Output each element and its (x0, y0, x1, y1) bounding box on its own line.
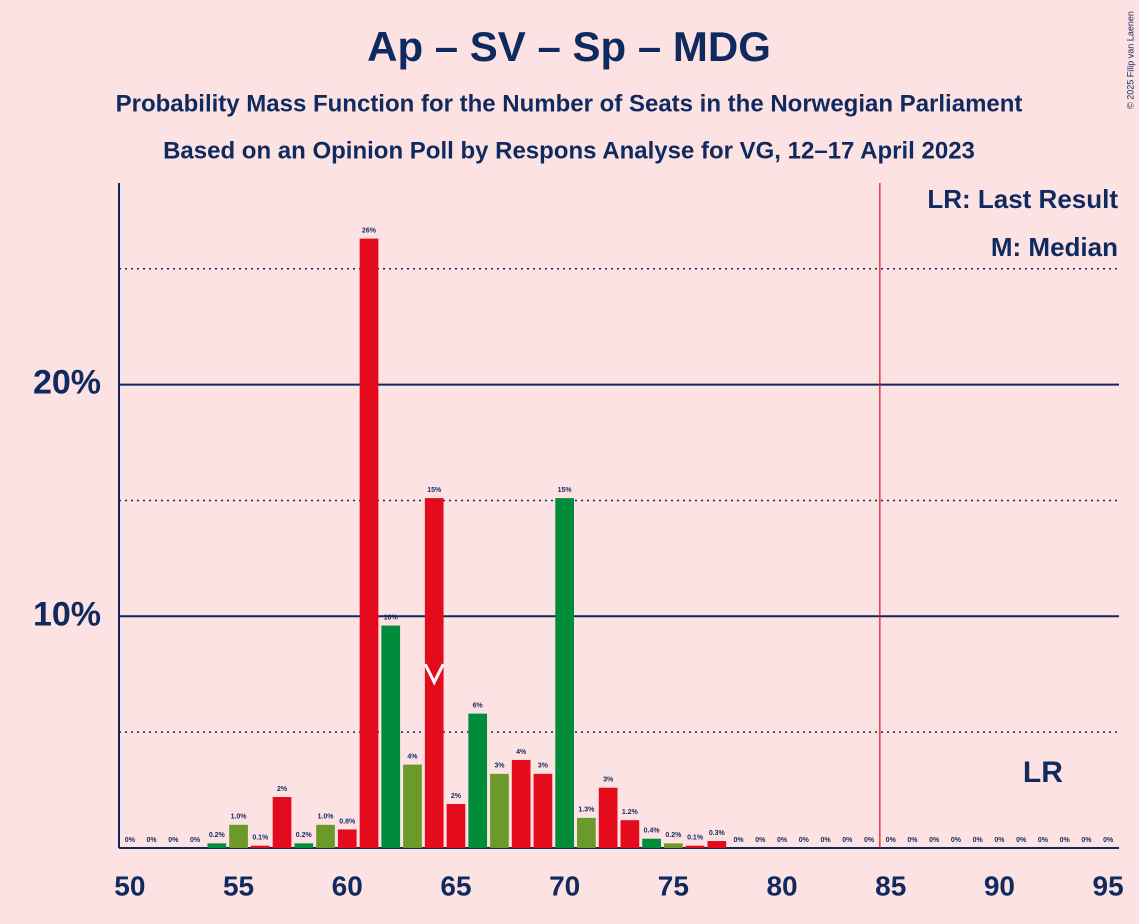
bar (250, 845, 270, 848)
bar (598, 787, 618, 848)
value-label: 0% (125, 837, 136, 844)
x-tick-label: 70 (549, 870, 580, 901)
value-label: 0.1% (687, 835, 704, 842)
value-label: 0% (864, 837, 875, 844)
copyright: © 2025 Filip van Laenen (1125, 11, 1135, 109)
value-label: 10% (384, 614, 399, 621)
bar (577, 817, 596, 848)
y-tick-label: 20% (33, 364, 101, 402)
value-label: 0% (1081, 837, 1092, 844)
bar (229, 824, 248, 848)
value-label: 0% (1038, 837, 1049, 844)
bar (642, 838, 661, 848)
value-label: 0.3% (709, 830, 726, 837)
bar (446, 803, 466, 848)
bar (381, 625, 401, 848)
median-marker (423, 663, 445, 686)
bar (620, 820, 640, 848)
x-tick-label: 85 (875, 870, 906, 901)
value-label: 26% (362, 227, 377, 234)
x-tick-label: 95 (1093, 870, 1124, 901)
value-label: 1.0% (231, 814, 248, 821)
value-label: 15% (558, 487, 573, 494)
value-label: 4% (407, 753, 418, 760)
value-label: 0% (929, 837, 940, 844)
x-tick-label: 80 (766, 870, 797, 901)
bar (468, 713, 488, 848)
value-label: 0% (951, 837, 962, 844)
bar (685, 845, 705, 848)
value-label: 0% (886, 837, 897, 844)
value-label: 0% (820, 837, 831, 844)
bar (272, 797, 292, 848)
x-tick-label: 75 (658, 870, 689, 901)
value-label: 0% (799, 837, 810, 844)
value-label: 0% (994, 837, 1005, 844)
value-label: 0.2% (209, 832, 226, 839)
chart-title: Ap – SV – Sp – MDG (367, 23, 771, 70)
legend-entry: M: Median (991, 232, 1118, 262)
value-label: 0% (190, 837, 201, 844)
x-tick-label: 90 (984, 870, 1015, 901)
value-label: 0% (755, 837, 766, 844)
value-label: 0% (907, 837, 918, 844)
value-label: 4% (516, 749, 527, 756)
bar (664, 843, 683, 848)
value-label: 0.1% (252, 835, 269, 842)
value-label: 1.0% (318, 814, 335, 821)
value-label: 0% (777, 837, 788, 844)
bar (316, 824, 335, 848)
value-label: 2% (277, 786, 288, 793)
legend-entry: LR: Last Result (927, 184, 1118, 214)
value-label: 0% (973, 837, 984, 844)
x-tick-label: 60 (332, 870, 363, 901)
value-label: 0% (168, 837, 179, 844)
x-tick-label: 55 (223, 870, 254, 901)
value-label: 0% (1016, 837, 1027, 844)
chart-subtitle: Based on an Opinion Poll by Respons Anal… (163, 137, 975, 164)
value-label: 1.2% (622, 809, 639, 816)
chart-subtitle: Probability Mass Function for the Number… (116, 90, 1023, 117)
value-label: 0% (1060, 837, 1071, 844)
value-label: 0.8% (339, 818, 356, 825)
bar (707, 841, 727, 848)
bar (294, 843, 314, 848)
bar (207, 843, 227, 848)
x-tick-label: 65 (440, 870, 471, 901)
bar (511, 759, 531, 848)
bar (359, 238, 379, 849)
value-label: 3% (603, 777, 614, 784)
x-tick-label: 50 (114, 870, 145, 901)
value-label: 15% (427, 487, 442, 494)
bar (533, 773, 553, 848)
value-label: 0% (842, 837, 853, 844)
value-label: 0% (1103, 837, 1114, 844)
bar (424, 498, 444, 848)
value-label: 0% (734, 837, 745, 844)
y-tick-label: 10% (33, 595, 101, 633)
last-result-marker: LR (1023, 756, 1063, 789)
bar (337, 829, 357, 848)
value-label: 6% (473, 702, 484, 709)
value-label: 0.2% (296, 832, 313, 839)
bar (403, 764, 422, 848)
value-label: 1.3% (578, 807, 595, 814)
value-label: 2% (451, 793, 462, 800)
value-label: 3% (538, 763, 549, 770)
value-label: 0.4% (644, 828, 661, 835)
value-label: 0% (147, 837, 158, 844)
bar (490, 773, 509, 848)
value-label: 3% (494, 763, 505, 770)
value-label: 0.2% (665, 832, 682, 839)
bar (555, 498, 574, 848)
